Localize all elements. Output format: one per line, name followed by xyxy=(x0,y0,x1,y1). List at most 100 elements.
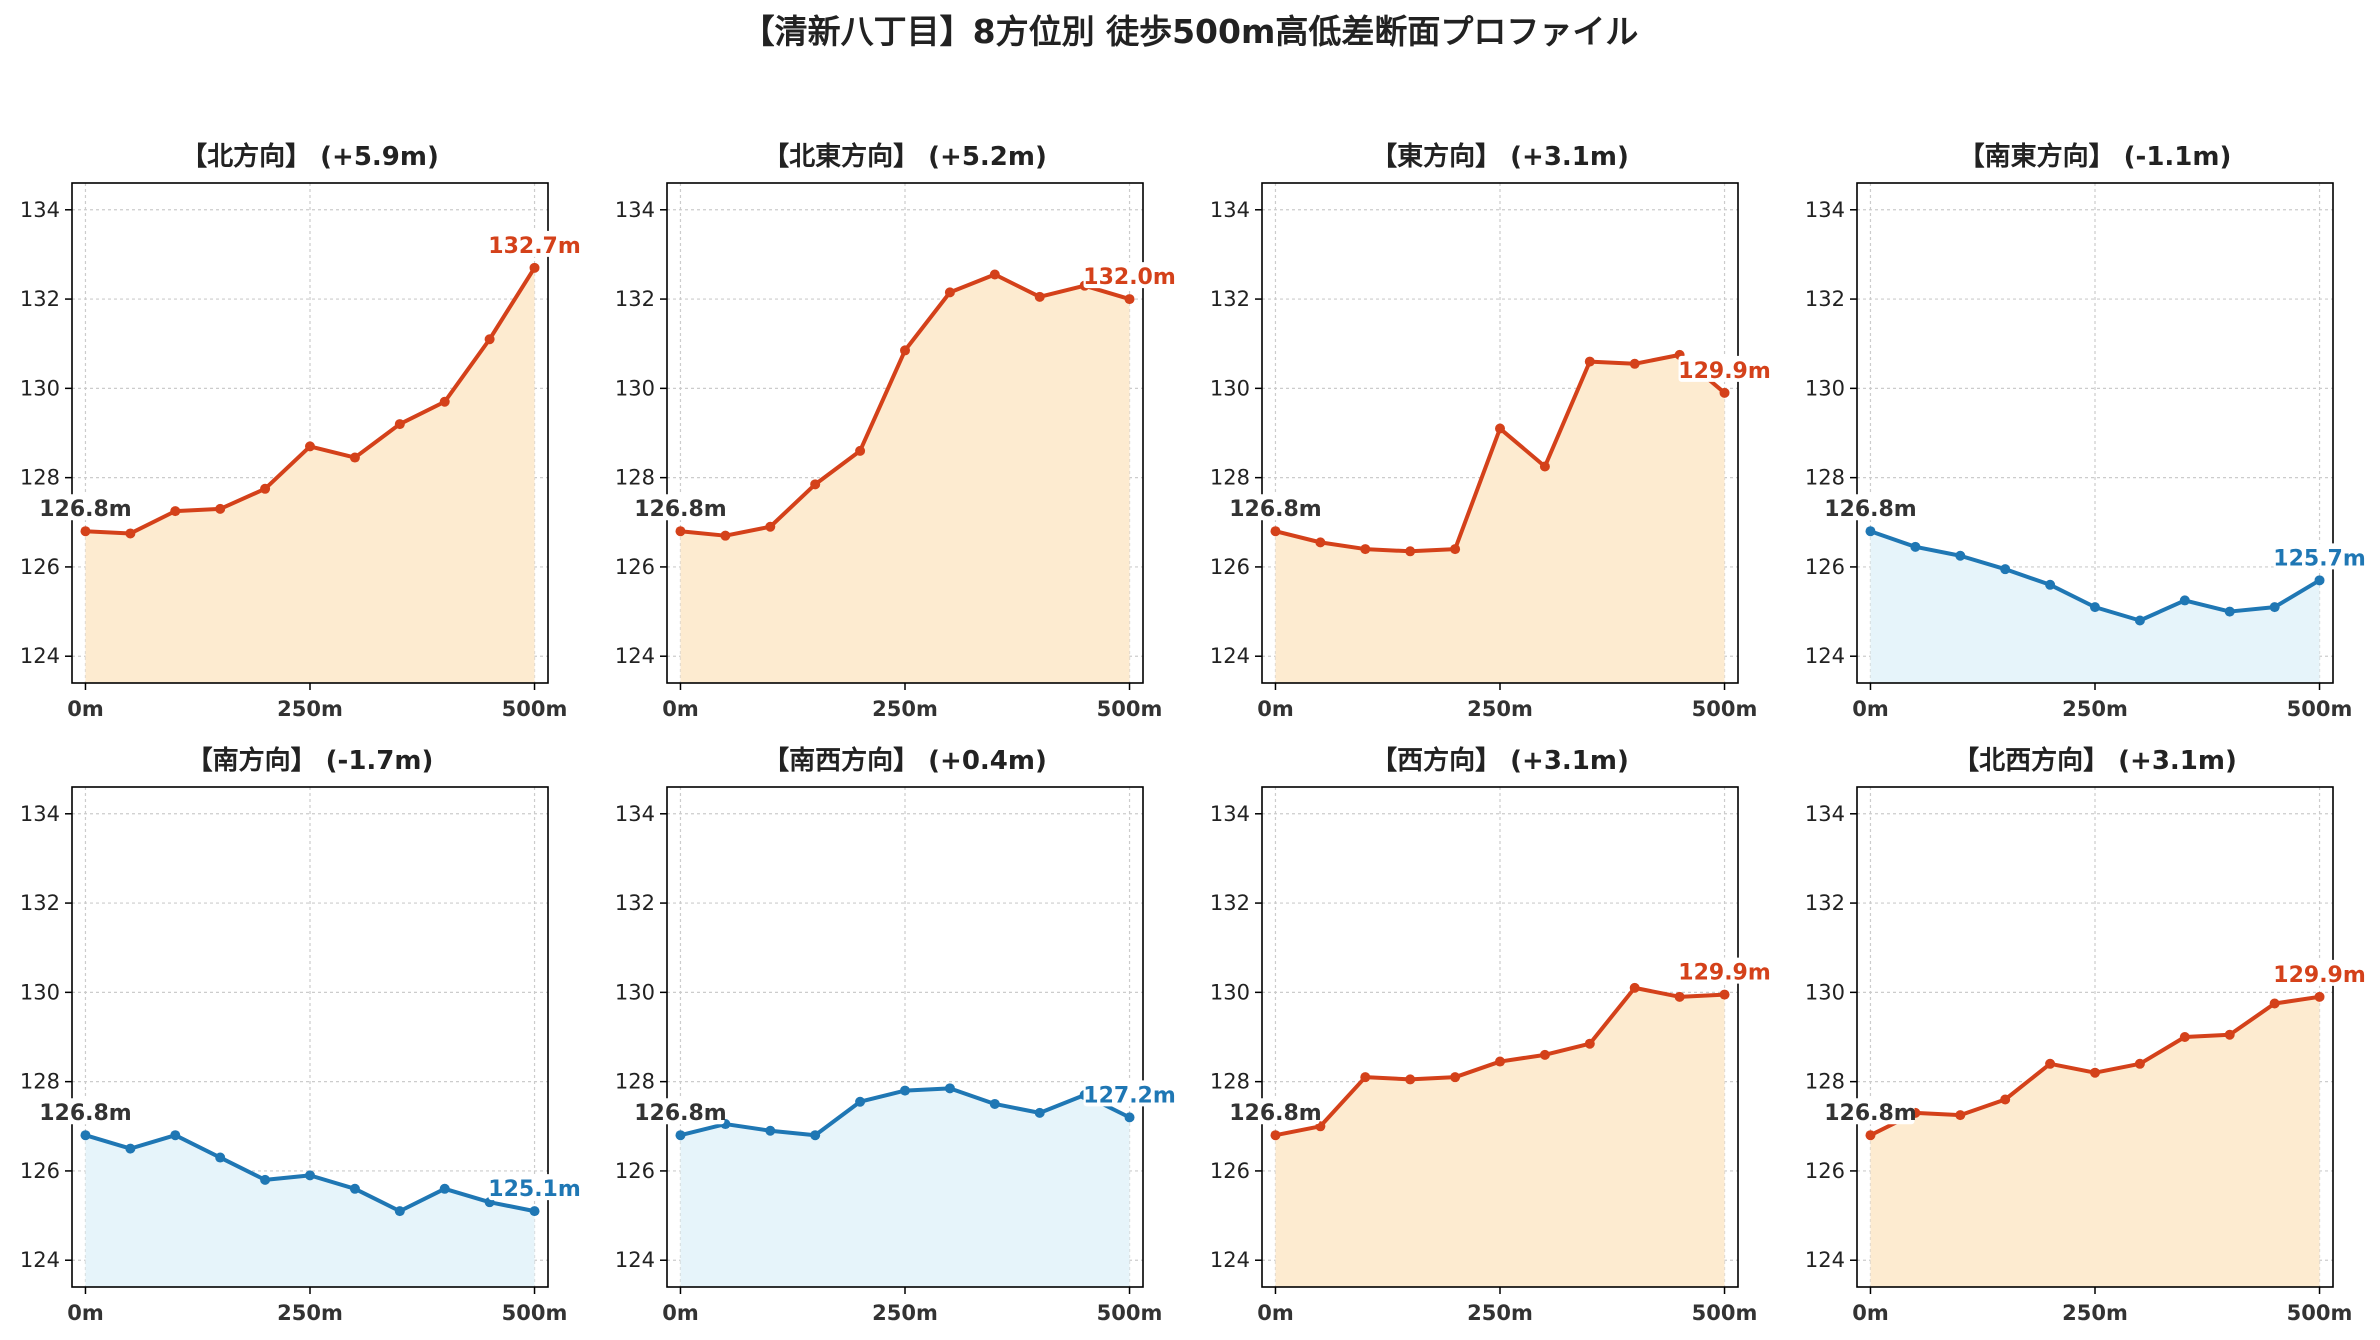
end-label-bg xyxy=(2273,543,2366,570)
profile-point xyxy=(394,1206,405,1217)
profile-point xyxy=(675,526,686,537)
end-value-label: 129.9m xyxy=(1678,961,1771,986)
y-tick-label: 126 xyxy=(1805,1159,1845,1183)
profile-point xyxy=(2045,579,2056,590)
profile-point xyxy=(349,452,360,463)
x-tick-label: 250m xyxy=(872,697,938,721)
end-label-bg xyxy=(1083,1080,1176,1107)
y-tick-label: 124 xyxy=(1210,1248,1250,1272)
profile-point xyxy=(765,1125,776,1136)
profile-point xyxy=(1270,526,1281,537)
panel-title: 【南方向】 (-1.7m) xyxy=(187,745,434,776)
panel-title: 【北西方向】 (+3.1m) xyxy=(1953,745,2237,776)
y-tick-label: 124 xyxy=(1805,1248,1845,1272)
start-value-label: 126.8m xyxy=(1824,1101,1917,1126)
end-value-label: 129.9m xyxy=(1678,359,1771,384)
x-tick-label: 0m xyxy=(1852,1301,1889,1325)
profile-point xyxy=(529,262,540,273)
y-tick-label: 128 xyxy=(615,466,655,490)
profile-point xyxy=(1124,1112,1135,1123)
y-tick-label: 134 xyxy=(20,198,60,222)
y-tick-label: 124 xyxy=(1805,644,1845,668)
profile-point xyxy=(1360,544,1371,555)
profile-point xyxy=(1629,982,1640,993)
y-tick-label: 130 xyxy=(1805,980,1845,1004)
profile-point xyxy=(944,1083,955,1094)
x-tick-label: 250m xyxy=(2062,697,2128,721)
y-tick-label: 124 xyxy=(615,1248,655,1272)
x-tick-label: 0m xyxy=(1257,1301,1294,1325)
profile-point xyxy=(2269,998,2280,1009)
y-tick-label: 132 xyxy=(1210,287,1250,311)
x-tick-label: 500m xyxy=(2287,1301,2353,1325)
profile-point xyxy=(810,479,821,490)
profile-area xyxy=(680,274,1130,683)
x-tick-label: 500m xyxy=(502,697,568,721)
profile-point xyxy=(349,1183,360,1194)
profile-point xyxy=(2314,575,2325,586)
panel-5: 【南西方向】 (+0.4m) 124 126 128 130 132 134 0m 250m 50… xyxy=(615,745,1176,1325)
panel-7: 【北西方向】 (+3.1m) 124 126 128 130 132 134 0m 250m 50… xyxy=(1805,745,2366,1325)
y-tick-label: 126 xyxy=(20,555,60,579)
y-tick-label: 124 xyxy=(1210,644,1250,668)
profile-point xyxy=(989,1098,1000,1109)
profile-point xyxy=(2224,606,2235,617)
profile-point xyxy=(2134,615,2145,626)
profile-point xyxy=(1450,544,1461,555)
profile-point xyxy=(900,1085,910,1096)
profile-point xyxy=(170,506,181,517)
y-tick-label: 132 xyxy=(1210,891,1250,915)
x-tick-label: 250m xyxy=(277,697,343,721)
profile-point xyxy=(1270,1130,1281,1141)
panel-3: 【南東方向】 (-1.1m) 124 126 128 130 132 134 0m 250m 50… xyxy=(1805,141,2366,721)
x-tick-label: 500m xyxy=(1692,1301,1758,1325)
profile-point xyxy=(1539,1049,1550,1060)
profile-point xyxy=(1450,1072,1461,1083)
end-label-bg xyxy=(1678,355,1771,382)
start-label-bg xyxy=(1231,1098,1320,1125)
profile-point xyxy=(2000,1094,2011,1105)
profile-point xyxy=(1674,991,1685,1002)
profile-point xyxy=(215,1152,226,1163)
profile-point xyxy=(675,1130,686,1141)
profile-point xyxy=(1495,423,1505,434)
x-tick-label: 250m xyxy=(2062,1301,2128,1325)
x-tick-label: 500m xyxy=(502,1301,568,1325)
end-value-label: 125.7m xyxy=(2273,546,2366,571)
profile-point xyxy=(1539,461,1550,472)
y-tick-label: 134 xyxy=(615,198,655,222)
y-tick-label: 130 xyxy=(20,376,60,400)
y-tick-label: 134 xyxy=(615,802,655,826)
profile-area xyxy=(1275,987,1725,1287)
profile-point xyxy=(2269,602,2280,613)
profile-point xyxy=(2090,602,2100,613)
profile-point xyxy=(720,530,731,541)
profile-point xyxy=(1584,1038,1595,1049)
x-tick-label: 250m xyxy=(1467,1301,1533,1325)
end-label-bg xyxy=(1083,262,1176,289)
y-tick-label: 134 xyxy=(1210,198,1250,222)
y-tick-label: 130 xyxy=(615,980,655,1004)
y-tick-label: 130 xyxy=(1210,980,1250,1004)
y-tick-label: 134 xyxy=(1805,198,1845,222)
profile-point xyxy=(260,483,271,494)
start-value-label: 126.8m xyxy=(1824,497,1917,522)
profile-point xyxy=(2179,595,2190,606)
y-tick-label: 132 xyxy=(1805,287,1845,311)
start-label-bg xyxy=(41,1098,130,1125)
profile-point xyxy=(900,345,910,356)
profile-point xyxy=(1910,541,1921,552)
profile-point xyxy=(529,1206,540,1217)
profile-point xyxy=(439,1183,450,1194)
profile-point xyxy=(1865,526,1876,537)
x-tick-label: 250m xyxy=(872,1301,938,1325)
x-tick-label: 0m xyxy=(1852,697,1889,721)
profile-area xyxy=(680,1088,1130,1287)
y-tick-label: 128 xyxy=(20,1070,60,1094)
y-tick-label: 126 xyxy=(20,1159,60,1183)
panel-1: 【北東方向】 (+5.2m) 124 126 128 130 132 134 0m 250m 50… xyxy=(615,141,1176,721)
profile-area xyxy=(85,267,535,683)
end-value-label: 125.1m xyxy=(488,1177,581,1202)
profile-point xyxy=(1719,387,1730,398)
profile-point xyxy=(2179,1032,2190,1042)
